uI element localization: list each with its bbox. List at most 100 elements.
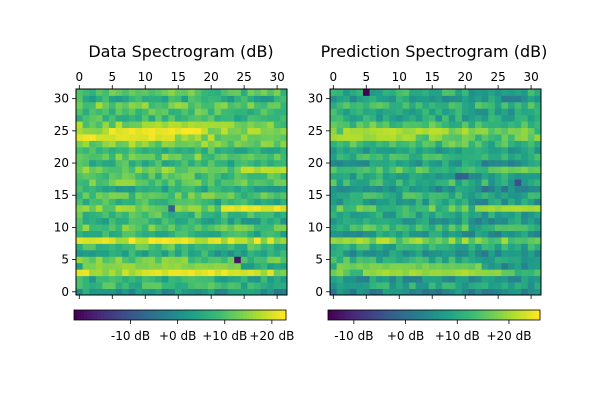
- heatmap-cell: [442, 172, 450, 180]
- heatmap-cell: [221, 95, 229, 103]
- heatmap-cell: [161, 108, 169, 116]
- heatmap-cell: [82, 282, 90, 289]
- heatmap-cell: [376, 108, 384, 116]
- heatmap-cell: [194, 179, 202, 186]
- heatmap-cell: [402, 185, 410, 193]
- heatmap-cell: [201, 230, 209, 238]
- heatmap-cell: [402, 159, 410, 167]
- heatmap-cell: [395, 230, 403, 238]
- heatmap-cell: [181, 243, 189, 251]
- heatmap-cell: [501, 249, 509, 257]
- heatmap-cell: [468, 237, 476, 244]
- heatmap-cell: [356, 269, 364, 277]
- heatmap-cell: [254, 230, 262, 238]
- heatmap-cell: [336, 95, 344, 103]
- heatmap-cell: [135, 224, 143, 232]
- heatmap-cell: [349, 108, 357, 116]
- heatmap-cell: [115, 121, 123, 129]
- colorbar-segment: [533, 310, 538, 320]
- heatmap-cell: [102, 185, 110, 193]
- heatmap-cell: [148, 108, 156, 116]
- heatmap-cell: [382, 95, 390, 103]
- heatmap-cell: [481, 121, 489, 129]
- heatmap-cell: [369, 140, 377, 148]
- heatmap-cell: [267, 249, 275, 257]
- heatmap-cell: [488, 269, 496, 277]
- x-tick-label: 25: [237, 70, 252, 84]
- heatmap-cell: [501, 101, 509, 109]
- heatmap-cell: [168, 288, 176, 296]
- heatmap-cell: [201, 243, 209, 251]
- heatmap-cell: [514, 211, 522, 219]
- heatmap-cell: [234, 121, 242, 129]
- heatmap-cell: [521, 140, 529, 148]
- heatmap-cell: [161, 192, 169, 199]
- heatmap-cell: [514, 179, 522, 186]
- heatmap-cell: [115, 146, 123, 154]
- heatmap-cell: [409, 159, 417, 167]
- heatmap-cell: [376, 121, 384, 129]
- heatmap-cell: [207, 288, 215, 296]
- heatmap-cell: [448, 101, 456, 109]
- x-tick-label: 5: [362, 70, 370, 84]
- heatmap-cell: [155, 114, 163, 122]
- heatmap-cell: [343, 275, 351, 283]
- heatmap-cell: [336, 288, 344, 296]
- heatmap-cell: [128, 153, 136, 161]
- heatmap-cell: [174, 192, 182, 199]
- heatmap-cell: [521, 204, 529, 212]
- heatmap-cell: [494, 134, 502, 141]
- heatmap-cell: [534, 237, 542, 244]
- heatmap-cell: [214, 237, 222, 244]
- heatmap-cell: [376, 146, 384, 154]
- heatmap-cell: [240, 256, 248, 264]
- heatmap-cell: [122, 211, 130, 219]
- heatmap-cell: [362, 121, 370, 129]
- heatmap-cell: [521, 288, 529, 296]
- heatmap-cell: [389, 89, 397, 96]
- colorbar-segment: [450, 310, 455, 320]
- heatmap-cell: [402, 114, 410, 122]
- heatmap-cell: [181, 204, 189, 212]
- heatmap-cell: [76, 256, 83, 264]
- colorbar-segment: [394, 310, 399, 320]
- heatmap-cell: [356, 224, 364, 232]
- heatmap-cell: [349, 230, 357, 238]
- heatmap-cell: [234, 243, 242, 251]
- heatmap-cell: [494, 282, 502, 289]
- heatmap-cell: [194, 237, 202, 244]
- heatmap-cell: [475, 179, 483, 186]
- heatmap-cell: [82, 101, 90, 109]
- colorbar-segment: [424, 310, 428, 320]
- heatmap-cell: [362, 243, 370, 251]
- heatmap-cell: [188, 114, 196, 122]
- heatmap-cell: [488, 179, 496, 186]
- heatmap-cell: [442, 249, 450, 257]
- heatmap-cell: [481, 269, 489, 277]
- colorbar-frame: [73, 309, 287, 321]
- heatmap-cell: [330, 172, 337, 180]
- heatmap-cell: [382, 192, 390, 199]
- heatmap-cell: [128, 140, 136, 148]
- heatmap-cell: [135, 288, 143, 296]
- heatmap-cell: [181, 153, 189, 161]
- heatmap-cell: [461, 262, 469, 270]
- heatmap-cell: [362, 146, 370, 154]
- heatmap-cell: [521, 101, 529, 109]
- heatmap-cell: [201, 172, 209, 180]
- colorbar-segment: [447, 310, 452, 320]
- heatmap-cell: [194, 185, 202, 193]
- heatmap-cell: [227, 243, 235, 251]
- heatmap-cell: [501, 237, 509, 244]
- heatmap-cell: [356, 275, 364, 283]
- heatmap-cell: [214, 275, 222, 283]
- heatmap-cell: [356, 95, 364, 103]
- heatmap-cell: [514, 108, 522, 116]
- heatmap-cell: [188, 172, 196, 180]
- heatmap-cell: [122, 159, 130, 167]
- heatmap-cell: [468, 211, 476, 219]
- heatmap-cell: [188, 159, 196, 167]
- heatmap-cell: [227, 95, 235, 103]
- heatmap-cell: [227, 185, 235, 193]
- heatmap-cell: [122, 224, 130, 232]
